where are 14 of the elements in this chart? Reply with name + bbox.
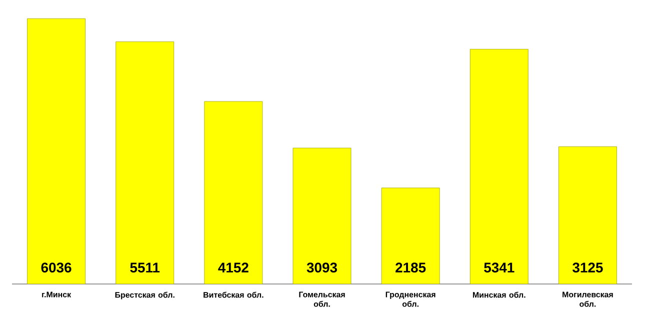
data-label: 4152: [218, 262, 248, 273]
bar: [116, 41, 174, 284]
bar: [381, 188, 440, 284]
data-label: 5341: [484, 262, 514, 273]
bar: [292, 148, 352, 284]
data-label: 3125: [572, 262, 603, 273]
bar: [470, 48, 528, 284]
data-label: 6036: [41, 262, 72, 273]
data-label: 3093: [306, 262, 337, 273]
data-label: 2185: [396, 262, 426, 273]
bar: [204, 101, 263, 284]
bar: [558, 146, 617, 284]
bar: [27, 18, 86, 284]
data-label: 5511: [130, 262, 160, 273]
